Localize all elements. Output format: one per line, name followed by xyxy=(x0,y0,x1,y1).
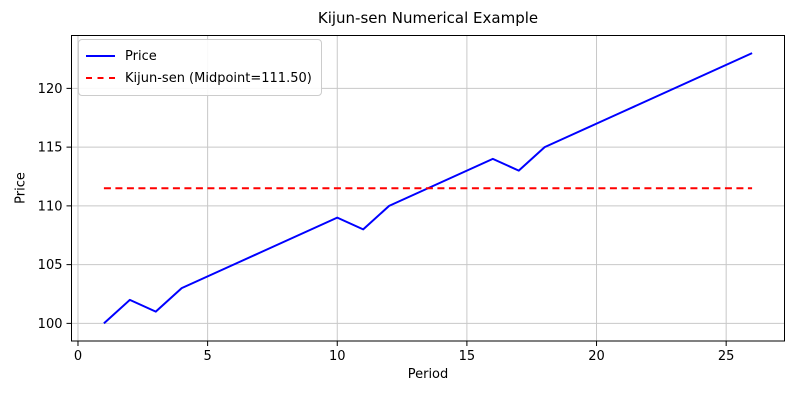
legend-entry-kijun: Kijun-sen (Midpoint=111.50) xyxy=(86,67,312,89)
y-tick-label: 100 xyxy=(38,317,63,332)
legend: Price Kijun-sen (Midpoint=111.50) xyxy=(78,39,322,96)
x-tick-label: 20 xyxy=(588,349,605,364)
legend-label-kijun: Kijun-sen (Midpoint=111.50) xyxy=(125,70,312,86)
chart-title: Kijun-sen Numerical Example xyxy=(317,9,539,27)
x-tick-label: 15 xyxy=(459,349,476,364)
y-tick-label: 110 xyxy=(38,199,63,214)
y-tick-label: 105 xyxy=(38,258,63,273)
x-axis-label: Period xyxy=(407,367,449,382)
y-tick-label: 115 xyxy=(38,141,63,156)
plot-border xyxy=(71,35,785,342)
kijun-line-sample-icon xyxy=(86,77,115,79)
price-line-sample-icon xyxy=(86,55,115,57)
y-tick-label: 120 xyxy=(38,82,63,97)
legend-label-price: Price xyxy=(125,48,157,64)
x-tick-label: 5 xyxy=(203,349,211,364)
x-tick-label: 0 xyxy=(74,349,82,364)
x-tick-label: 25 xyxy=(718,349,735,364)
x-tick-label: 10 xyxy=(329,349,346,364)
y-axis-label: Price xyxy=(13,172,29,204)
legend-entry-price: Price xyxy=(86,45,312,67)
